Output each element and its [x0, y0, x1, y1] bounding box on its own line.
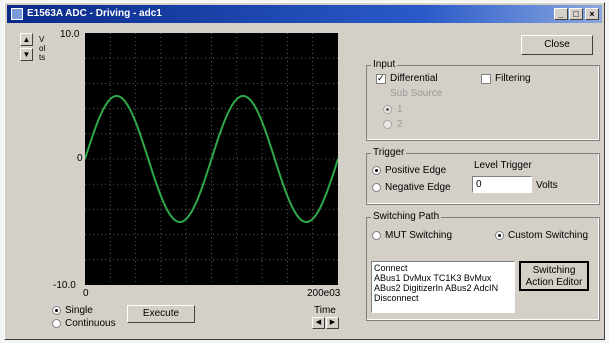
custom-switching-radio[interactable]	[495, 231, 504, 240]
waveform-trace	[85, 95, 338, 223]
y-scale-down-button[interactable]: ▼	[20, 48, 33, 61]
continuous-label: Continuous	[65, 318, 116, 329]
filtering-label: Filtering	[495, 73, 531, 84]
title-bar[interactable]: E1563A ADC - Driving - adc1 _ □ ×	[7, 5, 602, 23]
switching-path-title: Switching Path	[371, 211, 442, 222]
positive-edge-radio[interactable]	[372, 166, 381, 175]
negative-edge-label: Negative Edge	[385, 182, 451, 193]
y-max-label: 10.0	[60, 29, 80, 40]
x-max-label: 200e03	[307, 288, 341, 299]
list-item[interactable]: Connect	[374, 263, 408, 273]
switching-actions-list[interactable]: Connect ABus1 DvMux TC1K3 BvMux ABus2 Di…	[371, 261, 515, 313]
continuous-radio[interactable]	[52, 319, 61, 328]
close-button[interactable]: Close	[521, 35, 593, 55]
input-option-2-radio[interactable]	[383, 120, 392, 129]
close-window-button[interactable]: ×	[585, 8, 599, 20]
x-min-label: 0	[83, 288, 89, 299]
input-group-title: Input	[371, 59, 398, 70]
switching-action-editor-label-1: Switching	[532, 265, 576, 276]
level-trigger-input[interactable]: 0	[472, 176, 532, 193]
x-scale-left-button[interactable]: ◀	[312, 317, 325, 329]
input-option-1-radio[interactable]	[383, 105, 392, 114]
single-label: Single	[65, 305, 93, 316]
input-option-1-label: 1	[397, 104, 403, 115]
negative-edge-radio[interactable]	[372, 183, 381, 192]
maximize-button[interactable]: □	[569, 8, 583, 20]
minimize-button[interactable]: _	[554, 8, 568, 20]
list-item[interactable]: ABus1 DvMux TC1K3 BvMux	[374, 273, 492, 283]
single-radio[interactable]	[52, 306, 61, 315]
positive-edge-label: Positive Edge	[385, 165, 447, 176]
differential-label: Differential	[390, 73, 438, 84]
y-zero-label: 0	[77, 153, 83, 164]
app-icon	[11, 8, 23, 20]
y-scale-up-button[interactable]: ▲	[20, 33, 33, 46]
waveform-svg	[85, 33, 338, 285]
switching-action-editor-button[interactable]: Switching Action Editor	[519, 261, 589, 291]
y-min-label: -10.0	[53, 280, 76, 291]
list-item[interactable]: ABus2 DigitizerIn ABus2 AdcIN	[374, 283, 499, 293]
mut-switching-label: MUT Switching	[385, 230, 453, 241]
differential-checkbox[interactable]: ✓	[376, 73, 386, 84]
input-group	[366, 65, 600, 141]
window-title: E1563A ADC - Driving - adc1	[27, 8, 162, 19]
mut-switching-radio[interactable]	[372, 231, 381, 240]
level-trigger-label: Level Trigger	[474, 160, 532, 171]
trigger-group	[366, 153, 600, 205]
list-item[interactable]: Disconnect	[374, 293, 419, 303]
custom-switching-label: Custom Switching	[508, 230, 589, 241]
y-axis-label: Volts	[39, 35, 46, 62]
switching-path-group	[366, 217, 600, 321]
app-window: E1563A ADC - Driving - adc1 _ □ × ▲ ▼ Vo…	[4, 2, 605, 340]
input-option-2-label: 2	[397, 119, 403, 130]
execute-button[interactable]: Execute	[127, 305, 195, 323]
switching-action-editor-label-2: Action Editor	[525, 277, 583, 288]
volts-units-label: Volts	[536, 180, 558, 191]
sub-source-label: Sub Source	[390, 88, 443, 99]
waveform-plot	[85, 33, 338, 285]
filtering-checkbox[interactable]	[481, 74, 491, 84]
x-scale-right-button[interactable]: ▶	[326, 317, 339, 329]
trigger-group-title: Trigger	[371, 147, 407, 158]
x-axis-label: Time	[314, 305, 336, 316]
